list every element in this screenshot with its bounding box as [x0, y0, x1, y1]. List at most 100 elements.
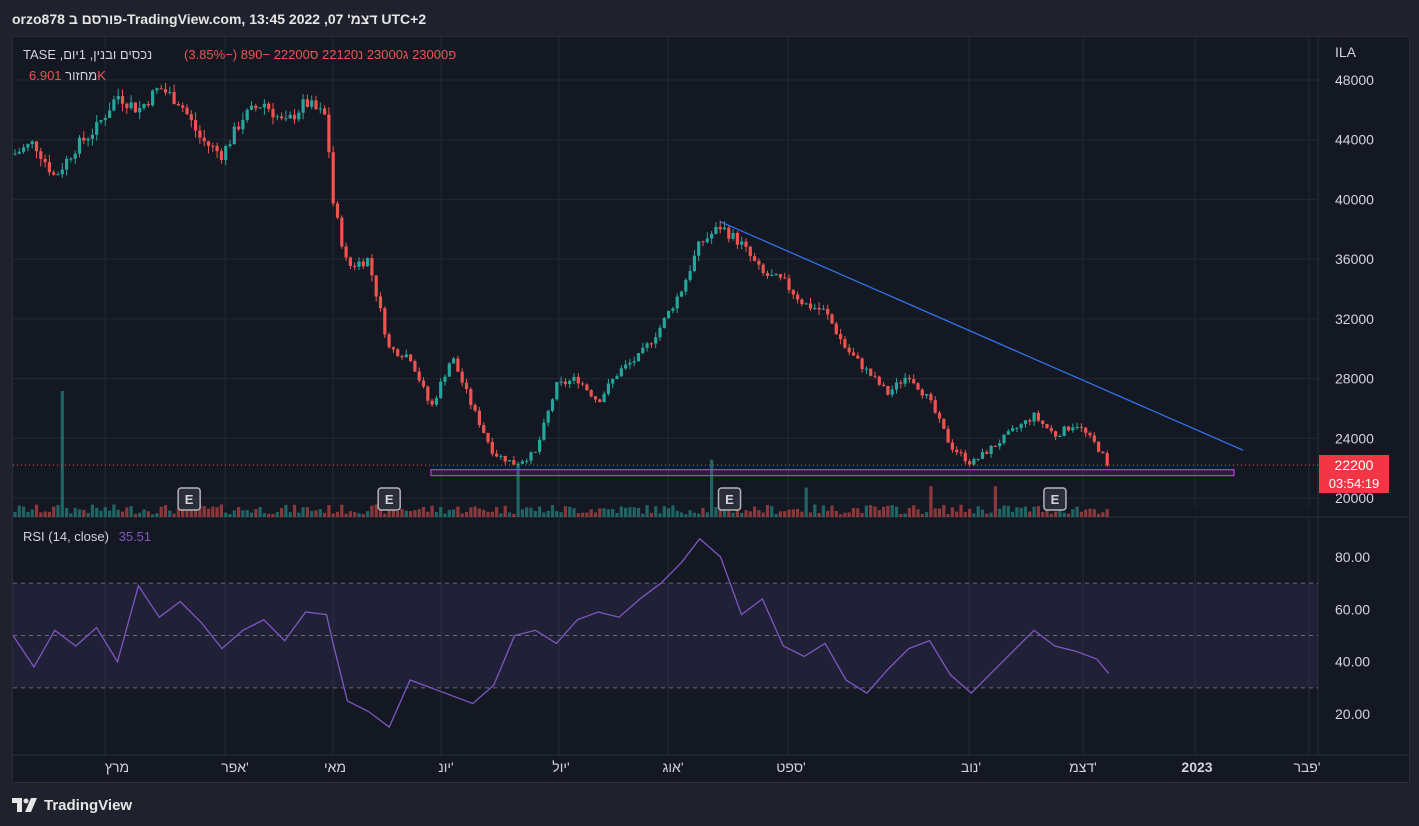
candle-body[interactable]: [980, 452, 985, 459]
candle-body[interactable]: [529, 452, 533, 461]
candle-body[interactable]: [856, 355, 860, 359]
candle-body[interactable]: [705, 238, 709, 243]
candle-body[interactable]: [783, 277, 787, 279]
candle-body[interactable]: [963, 452, 967, 462]
candle-body[interactable]: [593, 396, 598, 400]
candle-body[interactable]: [968, 461, 972, 465]
earnings-marker[interactable]: E: [1043, 487, 1067, 511]
candle-body[interactable]: [280, 116, 284, 119]
candle-body[interactable]: [636, 353, 641, 362]
candle-body[interactable]: [550, 399, 555, 411]
candle-body[interactable]: [378, 296, 383, 309]
candle-body[interactable]: [340, 217, 344, 247]
candle-body[interactable]: [452, 358, 456, 364]
candle-body[interactable]: [1101, 451, 1105, 454]
candle-body[interactable]: [740, 241, 744, 245]
candle-body[interactable]: [77, 137, 82, 154]
candle-body[interactable]: [202, 137, 206, 142]
candle-body[interactable]: [688, 271, 692, 280]
candle-body[interactable]: [731, 232, 735, 239]
candle-body[interactable]: [538, 439, 542, 452]
candle-body[interactable]: [761, 264, 765, 274]
candle-body[interactable]: [1088, 432, 1092, 436]
candle-body[interactable]: [1097, 441, 1101, 452]
candle-body[interactable]: [886, 385, 890, 395]
candle-body[interactable]: [348, 257, 352, 266]
candle-body[interactable]: [976, 458, 980, 460]
candle-body[interactable]: [847, 347, 851, 353]
candle-body[interactable]: [632, 361, 636, 363]
candle-body[interactable]: [1006, 431, 1010, 435]
candle-body[interactable]: [366, 258, 370, 267]
candle-body[interactable]: [194, 120, 198, 131]
candle-body[interactable]: [447, 363, 451, 377]
candle-body[interactable]: [318, 108, 322, 110]
candle-body[interactable]: [224, 145, 228, 160]
candle-body[interactable]: [507, 460, 512, 462]
chart-frame[interactable]: E E E E ILA 48000 44000 40000 36000 32000 28000 24…: [12, 36, 1410, 783]
candle-body[interactable]: [112, 99, 116, 111]
candle-body[interactable]: [477, 410, 481, 426]
candle-body[interactable]: [1041, 420, 1045, 424]
candle-body[interactable]: [830, 314, 834, 324]
candle-body[interactable]: [589, 390, 593, 397]
candle-body[interactable]: [439, 381, 443, 399]
candle-body[interactable]: [555, 382, 559, 400]
trendline[interactable]: [720, 221, 1244, 451]
candle-body[interactable]: [873, 375, 877, 377]
candle-body[interactable]: [697, 241, 701, 256]
candle-body[interactable]: [1032, 412, 1036, 422]
candle-body[interactable]: [869, 368, 873, 376]
candle-body[interactable]: [249, 105, 254, 110]
candle-body[interactable]: [1062, 426, 1066, 436]
candle-body[interactable]: [877, 376, 881, 385]
candle-body[interactable]: [778, 274, 782, 278]
candle-body[interactable]: [1002, 434, 1006, 443]
earnings-marker[interactable]: E: [177, 487, 201, 511]
drawings[interactable]: [13, 221, 1318, 477]
candle-body[interactable]: [864, 368, 868, 370]
candle-body[interactable]: [90, 134, 94, 139]
candle-body[interactable]: [146, 103, 150, 106]
candle-body[interactable]: [245, 109, 249, 120]
candle-body[interactable]: [383, 308, 387, 335]
candle-body[interactable]: [413, 361, 417, 372]
candle-body[interactable]: [894, 382, 899, 390]
candle-body[interactable]: [611, 379, 615, 384]
candle-body[interactable]: [998, 442, 1002, 447]
candle-body[interactable]: [692, 255, 696, 272]
candle-body[interactable]: [138, 107, 142, 113]
candle-body[interactable]: [972, 459, 976, 465]
symbol-name[interactable]: נכסים ובנין, 1יום, TASE: [23, 47, 153, 62]
candle-body[interactable]: [34, 141, 39, 152]
candle-body[interactable]: [1036, 412, 1040, 421]
candle-body[interactable]: [232, 126, 236, 145]
candle-body[interactable]: [1075, 426, 1079, 428]
candle-body[interactable]: [937, 412, 942, 419]
candle-body[interactable]: [335, 203, 340, 218]
candle-body[interactable]: [796, 294, 800, 300]
candle-body[interactable]: [47, 162, 51, 173]
candle-body[interactable]: [834, 323, 838, 335]
candle-body[interactable]: [52, 172, 56, 175]
candle-body[interactable]: [176, 103, 180, 106]
candle-body[interactable]: [645, 343, 649, 348]
candle-body[interactable]: [344, 246, 348, 258]
candle-body[interactable]: [490, 441, 494, 454]
candle-body[interactable]: [443, 376, 447, 382]
candle-body[interactable]: [421, 380, 426, 387]
candle-body[interactable]: [129, 102, 133, 109]
candle-body[interactable]: [654, 337, 658, 344]
candle-body[interactable]: [155, 88, 159, 91]
candle-body[interactable]: [292, 114, 297, 120]
candle-body[interactable]: [1092, 435, 1096, 442]
candle-body[interactable]: [727, 227, 731, 239]
candle-body[interactable]: [426, 386, 430, 401]
candle-body[interactable]: [774, 274, 778, 276]
candle-body[interactable]: [400, 356, 404, 358]
candle-body[interactable]: [103, 117, 107, 121]
candle-body[interactable]: [409, 354, 413, 362]
candle-body[interactable]: [331, 152, 335, 204]
candle-body[interactable]: [464, 382, 469, 389]
candle-body[interactable]: [237, 126, 241, 130]
